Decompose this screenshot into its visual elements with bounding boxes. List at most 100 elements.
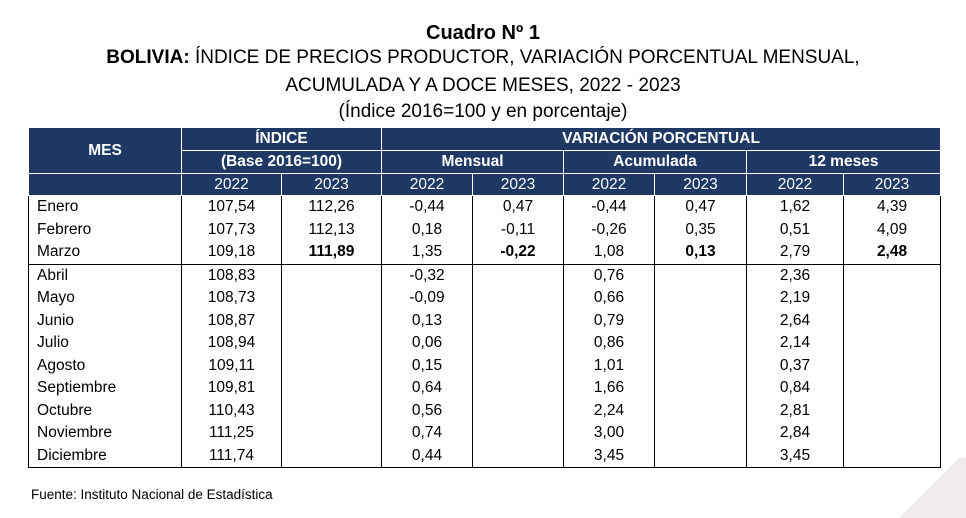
cell-acumulada-2022: 0,79	[563, 309, 656, 332]
cell-indice-2022: 107,73	[181, 218, 282, 241]
table-row: Enero 107,54 112,26 -0,44 0,47 -0,44 0,4…	[28, 195, 942, 219]
cell-mensual-2023	[472, 444, 565, 468]
table-row: Mayo 108,73 -0,09 0,66 2,19	[28, 287, 942, 310]
cell-indice-2023: 111,89	[280, 241, 383, 265]
cell-doce-2022: 0,37	[746, 354, 845, 377]
cell-mes: Febrero	[28, 218, 182, 241]
cell-indice-2022: 108,83	[181, 264, 282, 287]
cell-mensual-2022: 0,64	[381, 377, 474, 400]
header-year: 2023	[280, 173, 383, 196]
cell-doce-2022: 2,79	[746, 241, 845, 265]
country-label: BOLIVIA:	[106, 47, 190, 68]
corner-decoration	[876, 458, 966, 518]
cell-mes: Septiembre	[28, 377, 182, 400]
cell-acumulada-2023	[654, 309, 748, 332]
ipp-table: MES ÍNDICE VARIACIÓN PORCENTUAL (Base 20…	[28, 127, 942, 468]
cell-mensual-2023: -0,11	[472, 218, 565, 241]
cell-doce-2023	[843, 264, 942, 287]
cell-doce-2023: 4,39	[843, 195, 942, 219]
header-blank	[28, 173, 182, 196]
cell-mensual-2023	[472, 399, 565, 422]
header-year: 2023	[843, 173, 942, 196]
cell-acumulada-2022: 0,76	[563, 264, 656, 287]
cell-mensual-2023	[472, 287, 565, 310]
cell-acumulada-2022: 2,24	[563, 399, 656, 422]
cell-acumulada-2023	[654, 377, 748, 400]
cell-mes: Noviembre	[28, 422, 182, 445]
cell-acumulada-2023	[654, 264, 748, 287]
cell-mensual-2022: 0,74	[381, 422, 474, 445]
cell-acumulada-2023	[654, 287, 748, 310]
header-year: 2023	[654, 173, 748, 196]
cell-mes: Mayo	[28, 287, 182, 310]
cell-indice-2023	[280, 377, 383, 400]
cell-mensual-2022: 0,06	[381, 332, 474, 355]
header-year: 2022	[746, 173, 845, 196]
table-subtitle: (Índice 2016=100 y en porcentaje)	[338, 101, 628, 122]
table-row: Noviembre 111,25 0,74 3,00 2,84	[28, 422, 942, 445]
cell-doce-2023	[843, 399, 942, 422]
header-variacion: VARIACIÓN PORCENTUAL	[381, 127, 942, 151]
cell-mensual-2022: -0,09	[381, 287, 474, 310]
cell-mensual-2023: -0,22	[472, 241, 565, 265]
cell-acumulada-2023	[654, 354, 748, 377]
cell-mes: Julio	[28, 332, 182, 355]
cell-indice-2022: 109,18	[181, 241, 282, 265]
cell-doce-2022: 2,19	[746, 287, 845, 310]
cell-indice-2022: 108,73	[181, 287, 282, 310]
header-indice: ÍNDICE	[180, 127, 383, 151]
cell-doce-2022: 2,84	[746, 422, 845, 445]
header-year: 2023	[472, 173, 565, 196]
cell-doce-2022: 2,14	[746, 332, 845, 355]
header-doce-meses: 12 meses	[746, 150, 942, 174]
title-text: ÍNDICE DE PRECIOS PRODUCTOR, VARIACIÓN P…	[189, 47, 860, 68]
cell-doce-2022: 2,36	[746, 264, 845, 287]
cell-doce-2023	[843, 444, 942, 468]
cell-mensual-2023	[472, 332, 565, 355]
table-row: Marzo 109,18 111,89 1,35 -0,22 1,08 0,13…	[28, 241, 942, 265]
cell-acumulada-2022: -0,44	[563, 195, 656, 219]
cell-indice-2023	[280, 332, 383, 355]
table-row: Agosto 109,11 0,15 1,01 0,37	[28, 354, 942, 377]
cell-acumulada-2023: 0,47	[654, 195, 748, 219]
cell-doce-2023	[843, 422, 942, 445]
header-mensual: Mensual	[381, 150, 565, 174]
cell-doce-2023	[843, 332, 942, 355]
cell-acumulada-2022: 3,00	[563, 422, 656, 445]
cell-doce-2022: 0,51	[746, 218, 845, 241]
cell-indice-2023	[280, 399, 383, 422]
cell-indice-2023	[280, 422, 383, 445]
cell-mensual-2022: -0,44	[381, 195, 474, 219]
cell-acumulada-2022: -0,26	[563, 218, 656, 241]
cell-mensual-2022: 1,35	[381, 241, 474, 265]
cell-mensual-2022: 0,44	[381, 444, 474, 468]
cell-mensual-2022: -0,32	[381, 264, 474, 287]
cell-doce-2022: 3,45	[746, 444, 845, 468]
cell-indice-2022: 111,25	[181, 422, 282, 445]
cell-doce-2023: 2,48	[843, 241, 942, 265]
cell-acumulada-2022: 0,66	[563, 287, 656, 310]
cell-acumulada-2023	[654, 444, 748, 468]
cell-mensual-2023	[472, 264, 565, 287]
cell-acumulada-2023	[654, 422, 748, 445]
cell-indice-2023	[280, 309, 383, 332]
cell-mes: Junio	[28, 309, 182, 332]
cell-acumulada-2022: 1,01	[563, 354, 656, 377]
cell-indice-2023: 112,13	[280, 218, 383, 241]
cell-mensual-2023	[472, 354, 565, 377]
cell-mensual-2022: 0,13	[381, 309, 474, 332]
cell-indice-2022: 108,94	[181, 332, 282, 355]
cell-doce-2022: 2,64	[746, 309, 845, 332]
cell-acumulada-2023	[654, 399, 748, 422]
cell-indice-2023	[280, 287, 383, 310]
cell-acumulada-2022: 0,86	[563, 332, 656, 355]
table-title-line1: BOLIVIA: ÍNDICE DE PRECIOS PRODUCTOR, VA…	[0, 47, 966, 69]
cell-mensual-2022: 0,18	[381, 218, 474, 241]
table-row: Junio 108,87 0,13 0,79 2,64	[28, 309, 942, 332]
cell-mes: Octubre	[28, 399, 182, 422]
cell-indice-2023	[280, 354, 383, 377]
cell-acumulada-2023	[654, 332, 748, 355]
cell-doce-2022: 0,84	[746, 377, 845, 400]
cell-mes: Abril	[28, 264, 182, 287]
cell-indice-2022: 111,74	[181, 444, 282, 468]
